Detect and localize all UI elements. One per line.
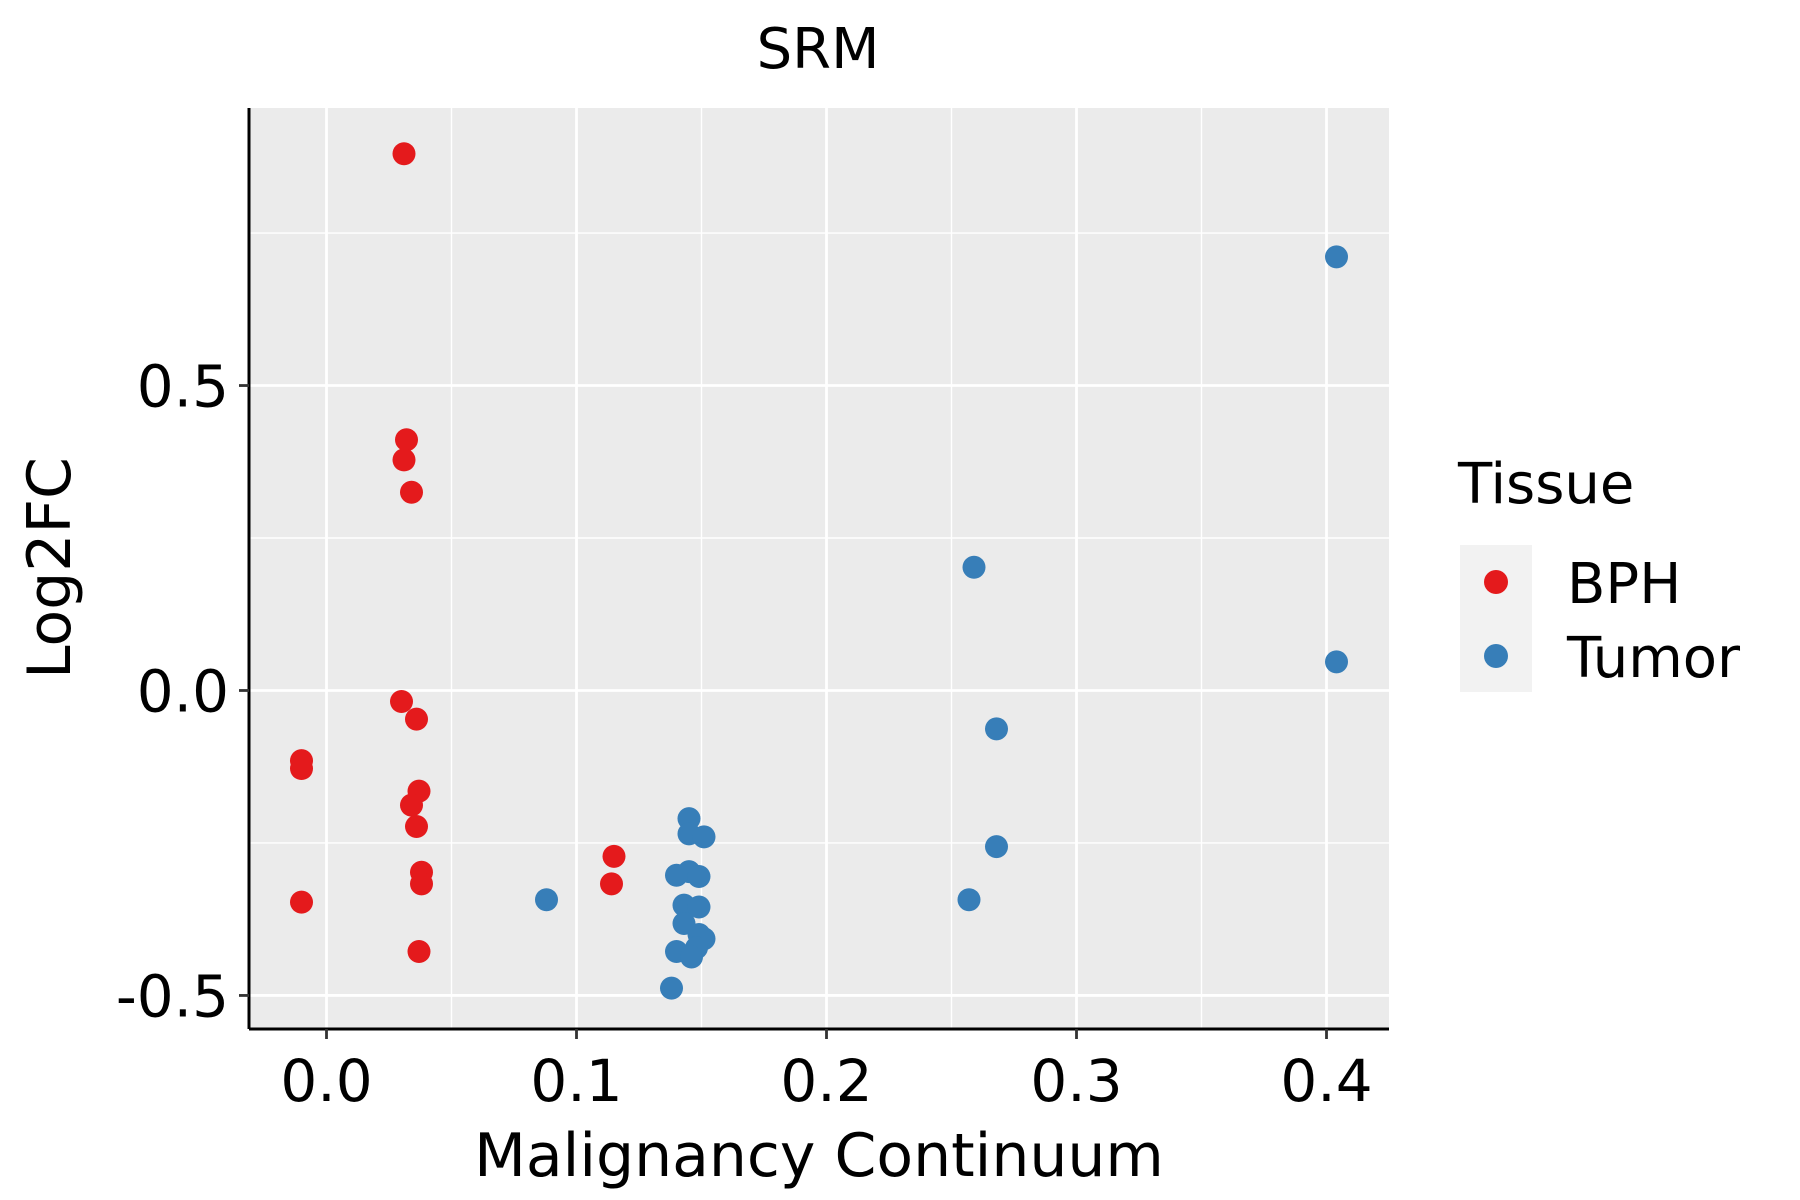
bph-point (390, 689, 413, 713)
plot-panel (249, 108, 1389, 1029)
x-tick-label: 0.1 (530, 1047, 622, 1115)
chart-title: SRM (757, 17, 880, 82)
legend-label-tumor: Tumor (1566, 626, 1741, 691)
legend-key-tumor (1484, 644, 1508, 668)
tumor-point (1325, 245, 1348, 269)
bph-point (400, 793, 423, 817)
bph-point (395, 428, 418, 452)
tumor-point (687, 895, 711, 919)
bph-point (290, 757, 313, 781)
y-tick-label: -0.5 (116, 962, 229, 1030)
tumor-point (660, 976, 683, 1000)
y-axis-label: Log2FC (15, 457, 85, 679)
tumor-point (957, 888, 981, 912)
bph-point (405, 815, 428, 839)
tumor-point (680, 945, 703, 969)
legend-key-background (1460, 545, 1532, 692)
x-tick-label: 0.0 (280, 1047, 372, 1115)
x-axis-label: Malignancy Continuum (474, 1121, 1164, 1191)
bph-point (410, 872, 433, 896)
bph-point (392, 142, 416, 166)
bph-point (392, 448, 416, 472)
bph-point (407, 940, 431, 964)
legend: Tissue BPH Tumor (1457, 452, 1741, 692)
x-tick-label: 0.4 (1280, 1047, 1372, 1115)
tumor-point (962, 555, 986, 579)
y-tick-label: 0.5 (137, 353, 229, 421)
bph-point (290, 890, 313, 914)
tumor-point (535, 888, 558, 912)
tumor-point (1325, 650, 1348, 674)
tumor-point (985, 835, 1008, 859)
bph-point (602, 844, 626, 868)
y-tick-label: 0.0 (137, 657, 229, 725)
bph-point (600, 872, 623, 896)
legend-label-bph: BPH (1567, 552, 1681, 617)
tumor-point (687, 865, 711, 889)
tumor-point (665, 863, 688, 887)
tumor-point (692, 825, 716, 849)
bph-point (405, 707, 428, 731)
bph-point (400, 480, 423, 504)
legend-key-bph (1484, 570, 1508, 594)
minor-gridlines (249, 108, 1389, 1029)
y-axis-ticks: -0.5 0.0 0.5 (116, 353, 249, 1030)
major-gridlines (249, 108, 1389, 1029)
x-axis-ticks: 0.0 0.1 0.2 0.3 0.4 (280, 1029, 1373, 1115)
data-points (290, 142, 1348, 1000)
tumor-point (985, 717, 1008, 741)
x-tick-label: 0.2 (780, 1047, 872, 1115)
legend-title: Tissue (1457, 452, 1634, 517)
x-tick-label: 0.3 (1030, 1047, 1122, 1115)
